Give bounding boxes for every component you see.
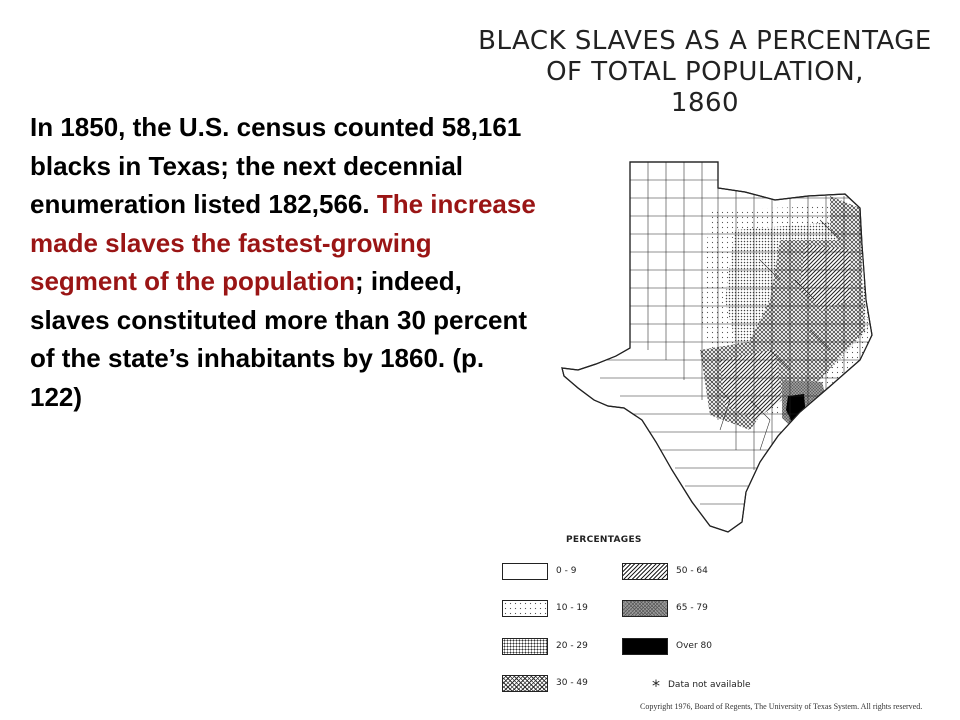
- legend-swatch-dense-dots: [502, 638, 548, 655]
- legend-label: 10 - 19: [556, 603, 588, 613]
- legend-swatch-sparse-dots: [502, 600, 548, 617]
- body-paragraph: In 1850, the U.S. census counted 58,161 …: [30, 108, 540, 416]
- body-text-part-2: ; indeed, slaves constituted more than 3…: [30, 266, 528, 412]
- map-title: BLACK SLAVES AS A PERCENTAGE OF TOTAL PO…: [470, 26, 940, 119]
- legend-label: Over 80: [676, 641, 712, 651]
- legend-swatch-blank: [502, 563, 548, 580]
- asterisk-icon: *: [652, 676, 660, 695]
- map-title-line-1: BLACK SLAVES AS A PERCENTAGE: [478, 26, 932, 56]
- map-title-line-2: OF TOTAL POPULATION,: [546, 57, 864, 87]
- legend-label: 50 - 64: [676, 566, 708, 576]
- legend-label: 30 - 49: [556, 678, 588, 688]
- legend-swatch-crosshatch: [502, 675, 548, 692]
- map-title-line-3: 1860: [670, 88, 740, 118]
- region-diagonal-lines-south: [720, 350, 782, 420]
- body-text-part-1: In 1850, the U.S. census counted 58,161 …: [30, 112, 522, 219]
- legend-swatch-gray-crosshatch: [622, 600, 668, 617]
- legend-label: 0 - 9: [556, 566, 577, 576]
- legend-swatch-diagonal-lines: [622, 563, 668, 580]
- region-diagonal-lines: [800, 245, 850, 310]
- data-not-available-label: Data not available: [668, 680, 751, 690]
- texas-county-map: [561, 161, 873, 533]
- region-crosshatch-ne: [830, 196, 862, 248]
- body-text-highlight: The increase made slaves the fastest-gro…: [30, 189, 536, 296]
- copyright-notice: Copyright 1976, Board of Regents, The Un…: [640, 702, 923, 711]
- legend-heading: PERCENTAGES: [566, 535, 642, 545]
- legend-label: 65 - 79: [676, 603, 708, 613]
- legend-label: 20 - 29: [556, 641, 588, 651]
- legend-swatch-solid-black: [622, 638, 668, 655]
